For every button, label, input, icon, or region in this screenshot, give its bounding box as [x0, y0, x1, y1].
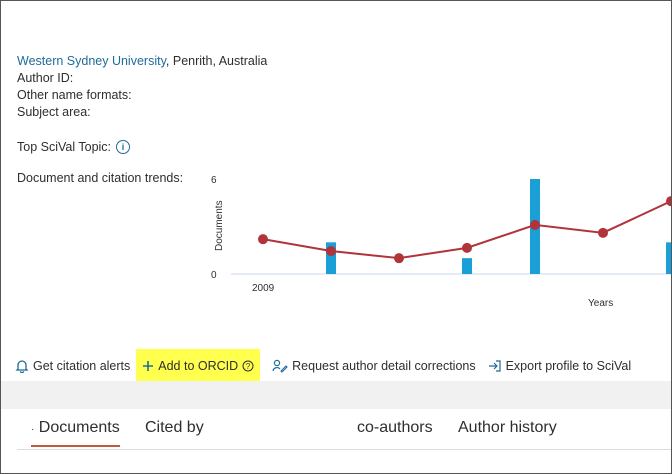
y-axis-label: Documents — [214, 200, 225, 251]
citation-point-1[interactable] — [326, 246, 336, 257]
export-profile-to-scival-button[interactable]: Export profile to SciVal — [488, 359, 632, 373]
document-bar-1[interactable] — [462, 258, 472, 274]
document-bar-0[interactable] — [326, 242, 336, 274]
request-author-detail-corrections-button[interactable]: Request author detail corrections — [272, 359, 476, 373]
author-id-label: Author ID: — [17, 71, 74, 85]
tab-documents[interactable]: · Documents — [31, 419, 120, 447]
export-profile-label: Export profile to SciVal — [505, 359, 632, 373]
profile-tabs: · Documents Cited by co-authors Author h… — [17, 419, 671, 450]
subject-area-label: Subject area: — [17, 105, 91, 119]
x-tick-label: 2009 — [252, 283, 275, 294]
x-axis-label: Years — [588, 298, 613, 309]
svg-text:?: ? — [246, 362, 251, 371]
info-icon[interactable]: i — [116, 140, 131, 154]
plus-icon — [143, 361, 154, 371]
tab-co-authors[interactable]: co-authors — [357, 419, 433, 436]
citation-trends-chart: 6 0 Documents 2009 Years — [211, 175, 672, 309]
y-tick-label-top: 6 — [211, 175, 217, 186]
bell-icon — [15, 360, 29, 373]
top-scival-topic: Top SciVal Topic: i — [17, 140, 131, 154]
citation-point-2[interactable] — [394, 253, 404, 264]
tab-author-history[interactable]: Author history — [458, 419, 557, 436]
top-topic-label: Top SciVal Topic: — [17, 140, 112, 154]
affiliation-link[interactable]: Western Sydney University — [17, 54, 166, 68]
citation-point-0[interactable] — [258, 234, 268, 245]
help-icon[interactable]: ? — [242, 360, 254, 372]
get-citation-alerts-label: Get citation alerts — [33, 359, 131, 373]
request-corrections-label: Request author detail corrections — [292, 359, 476, 373]
affiliation-location: , Penrith, Australia — [165, 54, 268, 68]
get-citation-alerts-button[interactable]: Get citation alerts — [15, 359, 130, 373]
citation-point-4[interactable] — [530, 219, 540, 230]
add-to-orcid-label: Add to ORCID — [158, 359, 239, 373]
document-bar-3[interactable] — [666, 242, 672, 274]
section-divider — [1, 381, 671, 409]
tab-documents-label: Documents — [38, 419, 120, 436]
bar-series — [326, 179, 672, 274]
citation-line-series — [258, 196, 672, 264]
author-info: Western Sydney University, Penrith, Aust… — [17, 53, 267, 121]
person-edit-icon — [272, 359, 288, 373]
citation-point-6[interactable] — [666, 196, 672, 207]
trends-label: Document and citation trends: — [17, 171, 184, 185]
tab-cited-by[interactable]: Cited by — [145, 419, 204, 436]
other-name-formats-label: Other name formats: — [17, 88, 132, 102]
profile-actions: Get citation alerts Add to ORCID ? Reque… — [15, 349, 643, 383]
citation-point-5[interactable] — [598, 227, 608, 238]
y-tick-label-bottom: 0 — [211, 270, 217, 281]
export-icon — [488, 360, 501, 372]
citation-point-3[interactable] — [462, 242, 472, 253]
add-to-orcid-button[interactable]: Add to ORCID ? — [136, 349, 261, 383]
affiliation-row: Western Sydney University, Penrith, Aust… — [17, 53, 267, 70]
